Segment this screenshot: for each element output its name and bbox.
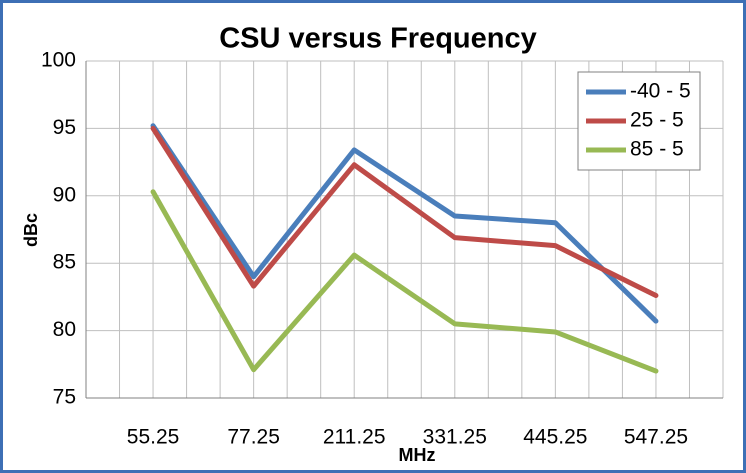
y-axis-label: dBc (21, 213, 41, 247)
x-tick-label: 547.25 (624, 426, 688, 449)
y-tick-label: 85 (53, 251, 76, 274)
chart-title: CSU versus Frequency (219, 23, 537, 55)
series-line (150, 123, 659, 324)
x-tick-label: 331.25 (423, 426, 487, 449)
series-line (150, 125, 659, 299)
legend-label: 85 - 5 (630, 138, 684, 161)
y-tick-label: 100 (41, 49, 76, 72)
legend-label: 25 - 5 (630, 109, 684, 132)
y-tick-label: 75 (53, 386, 76, 409)
x-tick-label: 445.25 (523, 426, 587, 449)
series-line (150, 189, 659, 374)
x-tick-label: 55.25 (127, 426, 180, 449)
x-tick-label: 77.25 (227, 426, 280, 449)
x-tick-label: 211.25 (323, 426, 386, 449)
y-tick-label: 90 (53, 183, 76, 206)
legend-label: -40 - 5 (630, 80, 691, 103)
y-tick-label: 80 (53, 318, 76, 341)
x-axis-label: MHz (399, 445, 436, 465)
y-tick-label: 95 (53, 116, 76, 139)
